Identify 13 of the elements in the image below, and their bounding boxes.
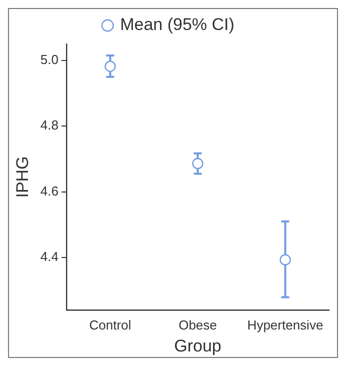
point bbox=[104, 60, 116, 72]
y-tick-label: 4.4 bbox=[40, 249, 58, 264]
y-tick-label: 4.8 bbox=[40, 118, 58, 133]
x-tick-label: Control bbox=[89, 317, 132, 332]
legend-label: Mean (95% CI) bbox=[120, 15, 234, 34]
x-axis-title: Group bbox=[174, 336, 222, 356]
y-axis-title: IPHG bbox=[12, 156, 32, 198]
point bbox=[192, 158, 204, 170]
point bbox=[280, 254, 291, 266]
y-tick-label: 4.6 bbox=[40, 183, 58, 198]
x-tick-label: Obese bbox=[178, 317, 217, 332]
y-tick-label: 5.0 bbox=[40, 52, 58, 67]
x-tick-label: Hypertensive bbox=[247, 317, 324, 332]
